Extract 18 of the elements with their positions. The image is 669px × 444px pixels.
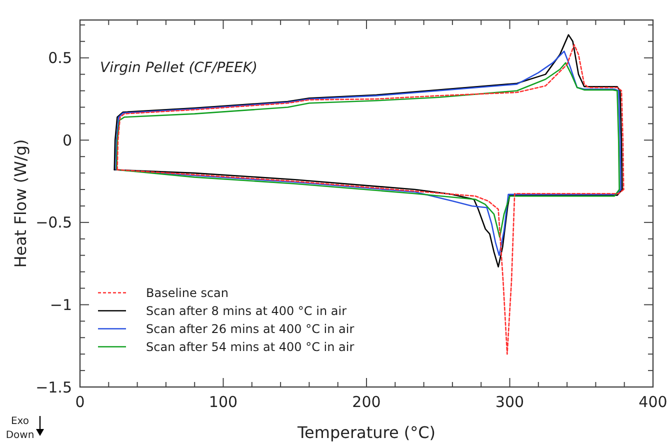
- text: Exo Down: [6, 416, 34, 441]
- x-tick-label: 300: [495, 393, 524, 411]
- y-tick-label: −1: [50, 296, 72, 314]
- y-tick-label: 0.5: [48, 49, 72, 68]
- legend-label: Baseline scan: [146, 286, 228, 300]
- legend-label: Scan after 54 mins at 400 °C in air: [146, 340, 354, 354]
- x-axis-title: Temperature (°C): [296, 423, 436, 442]
- x-tick-label: 200: [352, 393, 381, 411]
- legend-label: Scan after 26 mins at 400 °C in air: [146, 322, 354, 336]
- y-tick-label: −1.5: [36, 378, 72, 396]
- x-tick-label: 400: [638, 393, 668, 411]
- text: Virgin Pellet (CF/PEEK): [100, 60, 258, 76]
- x-tick-label: 100: [208, 393, 238, 411]
- y-tick-label: 0: [62, 131, 72, 150]
- x-tick-label: 0: [75, 393, 85, 411]
- y-axis-title: Heat Flow (W/g): [11, 139, 30, 268]
- y-tick-label: −0.5: [36, 214, 72, 232]
- legend-label: Scan after 8 mins at 400 °C in air: [146, 304, 347, 318]
